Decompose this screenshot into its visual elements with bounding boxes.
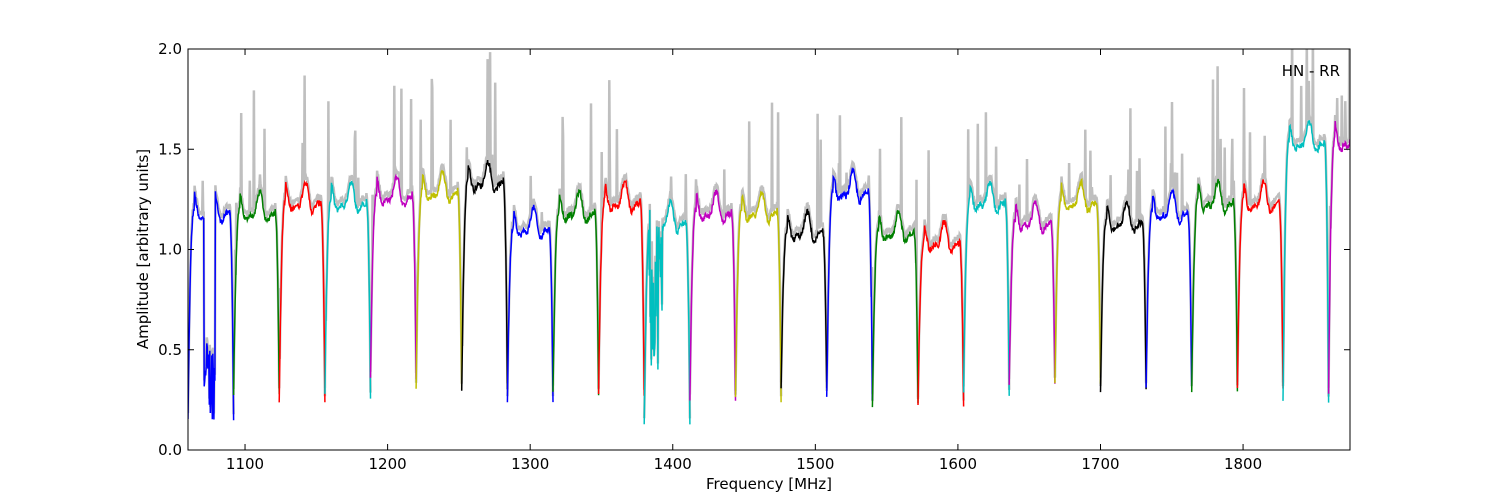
background-series-line (1327, 49, 1350, 388)
x-tick-label: 1400 (654, 455, 692, 473)
y-axis-label: Amplitude [arbitrary units] (134, 149, 152, 349)
y-tick-label: 1.0 (158, 241, 182, 259)
band-series-line (506, 204, 554, 403)
band-series-line (1327, 120, 1350, 394)
background-series-line (323, 101, 372, 393)
band-series-line (552, 188, 600, 396)
band-series-line (825, 167, 874, 401)
band-series-line (232, 189, 280, 396)
band-series-line (1145, 188, 1193, 388)
band-series-line (324, 180, 372, 399)
background-series-line (1144, 101, 1193, 382)
x-tick-label: 1500 (796, 455, 834, 473)
y-axis: 0.0 0.5 1.0 1.5 2.0 (158, 40, 1350, 459)
x-tick-label: 1700 (1081, 455, 1119, 473)
band-series-line (415, 169, 463, 390)
band-series-line (1282, 120, 1330, 403)
background-series-line (779, 113, 828, 383)
background-series-line (232, 90, 281, 390)
band-series-line (962, 180, 1010, 396)
y-tick-label: 2.0 (158, 40, 182, 58)
band-series-line (780, 208, 828, 389)
background-series-line (414, 78, 463, 384)
background-series-line (734, 102, 783, 397)
band-series-line (643, 198, 691, 425)
background-series-line (1053, 129, 1102, 378)
band-series-line (1099, 200, 1147, 393)
band-series-line (278, 179, 326, 403)
band-series-line (369, 173, 417, 380)
background-series-line (871, 117, 920, 402)
plot-area (188, 49, 1350, 450)
x-tick-label: 1100 (226, 455, 264, 473)
x-tick-label: 1600 (939, 455, 977, 473)
background-series-line (962, 112, 1011, 390)
chart-annotation: HN - RR (1282, 62, 1340, 80)
band-series-line (597, 179, 645, 396)
y-tick-label: 1.5 (158, 140, 182, 158)
x-tick-label: 1300 (511, 455, 549, 473)
band-series-line (188, 191, 235, 421)
band-series-line (1008, 200, 1056, 385)
y-tick-label: 0.0 (158, 441, 182, 459)
band-series-line (689, 188, 737, 401)
band-series-line (734, 190, 782, 403)
background-series-line (460, 52, 509, 384)
y-tick-label: 0.5 (158, 341, 182, 359)
background-series-line (506, 175, 555, 397)
band-series-line (917, 220, 965, 407)
band-series-line (460, 159, 509, 391)
x-tick-label: 1800 (1224, 455, 1262, 473)
x-tick-label: 1200 (369, 455, 407, 473)
band-series-line (1054, 177, 1102, 384)
background-series-line (277, 75, 327, 397)
x-axis: 1100 1200 1300 1400 1500 1600 1700 1800 (226, 49, 1262, 473)
band-series-line (1236, 179, 1284, 389)
x-axis-label: Frequency [MHz] (706, 475, 832, 493)
band-series-line (871, 210, 919, 408)
background-series-line (916, 150, 965, 401)
background-series-line (597, 80, 646, 390)
background-series-line (369, 85, 418, 374)
background-series-line (642, 174, 692, 419)
band-series-line (1190, 178, 1239, 393)
band-spectra (188, 120, 1350, 425)
